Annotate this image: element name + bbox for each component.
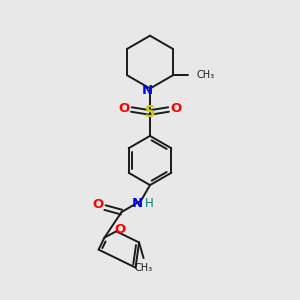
Text: N: N <box>132 196 143 210</box>
Text: O: O <box>114 223 125 236</box>
Text: CH₃: CH₃ <box>197 70 215 80</box>
Text: H: H <box>145 196 154 210</box>
Text: O: O <box>118 101 130 115</box>
Text: CH₃: CH₃ <box>134 263 153 274</box>
Text: N: N <box>142 84 153 98</box>
Text: O: O <box>93 198 104 211</box>
Text: O: O <box>170 101 182 115</box>
Text: S: S <box>145 105 155 120</box>
